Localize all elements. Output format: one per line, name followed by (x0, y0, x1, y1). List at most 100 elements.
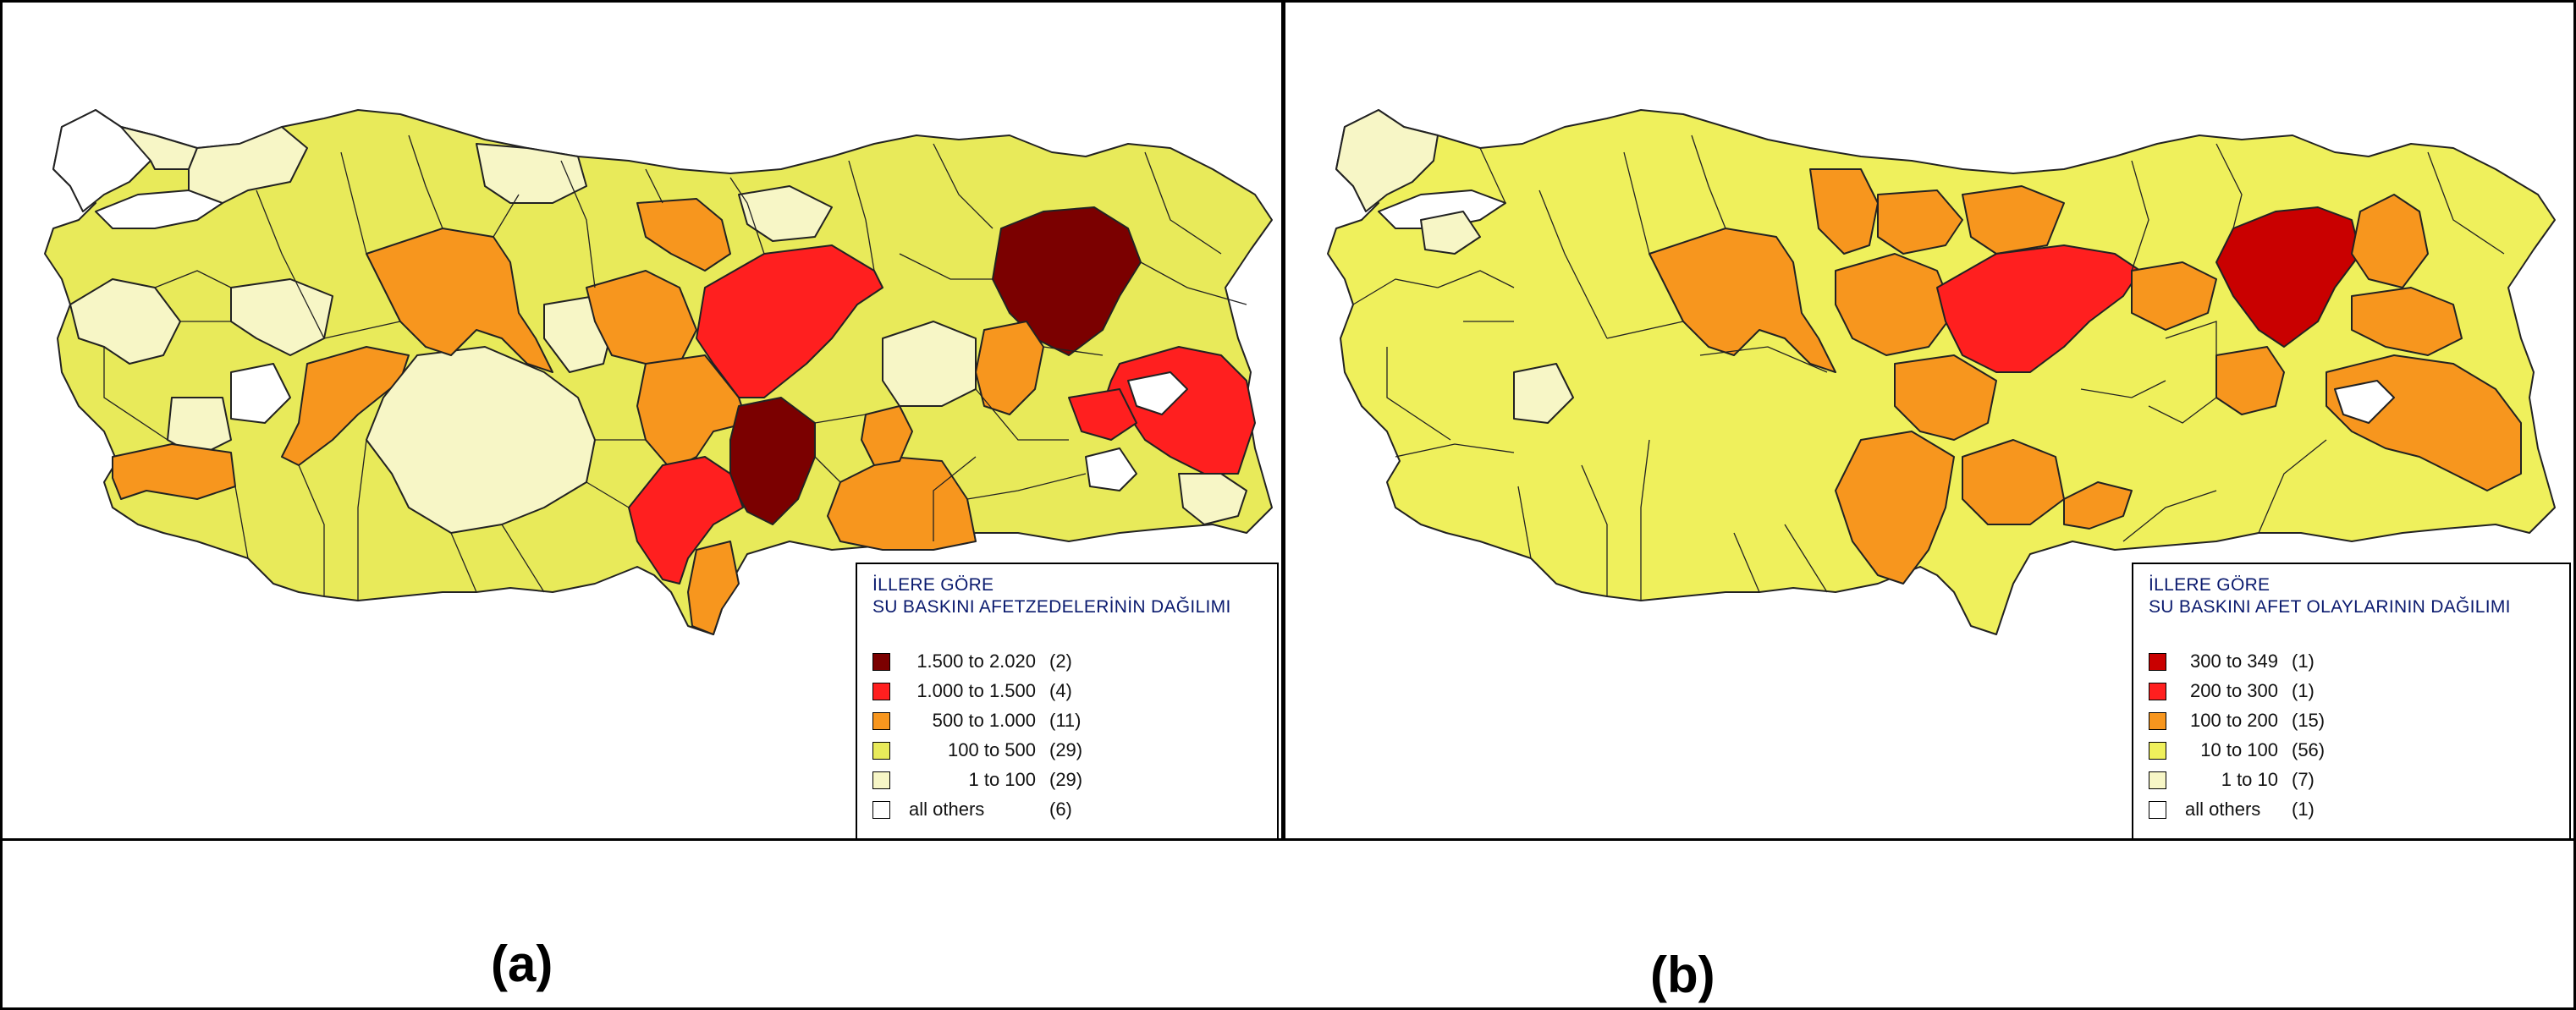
region-corum (1835, 253, 1955, 356)
legend-b-item: 10 to 100 (56) (2149, 739, 2325, 761)
legend-count: (7) (2292, 769, 2315, 790)
region-light-w2 (1420, 211, 1481, 255)
legend-count: (11) (1049, 710, 1082, 731)
region-kayseri (1894, 354, 1997, 441)
legend-b-item: 200 to 300 (1) (2149, 680, 2315, 702)
legend-a-item: all others (6) (872, 799, 1072, 821)
legend-count: (29) (1049, 769, 1083, 790)
legend-a-item: 1 to 100 (29) (872, 769, 1082, 791)
legend-a-title-line2: SU BASKINI AFETZEDELERİNİN DAĞILIMI (872, 597, 1231, 617)
legend-range: 1 to 10 (2221, 769, 2278, 790)
turkey-map-b (1327, 109, 2556, 635)
legend-range: 100 to 500 (948, 739, 1036, 760)
region-east-light (882, 321, 977, 407)
region-adana (1835, 431, 1955, 585)
lake-van (2334, 380, 2395, 424)
legend-b-item: all others (1) (2149, 799, 2315, 821)
panel-b-map: İLLERE GÖRE SU BASKINI AFET OLAYLARININ … (1285, 0, 2573, 840)
legend-count: (2) (1049, 650, 1072, 672)
region-ankara (366, 228, 553, 373)
lake-van (1127, 371, 1188, 415)
legend-swatch (872, 711, 890, 730)
region-urfa (827, 456, 977, 551)
region-afyon (281, 346, 410, 466)
region-erzincan (2131, 261, 2217, 331)
region-malatya (861, 405, 913, 466)
border-top (0, 0, 2576, 3)
region-ankara (1649, 228, 1836, 373)
legend-range: 10 to 100 (2200, 739, 2278, 760)
caption-b: (b) (1650, 947, 1715, 1003)
region-sivas (696, 244, 883, 398)
region-kastamonu (1809, 168, 1879, 255)
legend-swatch (872, 771, 890, 789)
legend-range: all others (2185, 799, 2261, 820)
region-adana (628, 456, 744, 585)
border-bottom (0, 1007, 2576, 1010)
region-w3 (230, 278, 333, 356)
region-light-w (1513, 363, 1574, 424)
legend-range: 1.500 to 2.020 (916, 650, 1036, 672)
region-sivas (1936, 244, 2141, 373)
legend-a-title-line1: İLLERE GÖRE (872, 575, 994, 595)
region-gaziantep (2063, 481, 2133, 530)
region-bingol (2215, 346, 2285, 415)
legend-b-item: 1 to 10 (7) (2149, 769, 2315, 791)
legend-swatch (2149, 711, 2166, 730)
region-erzurum (992, 206, 1142, 356)
region-kmaras (1962, 439, 2065, 525)
legend-swatch (2149, 771, 2166, 789)
legend-count: (56) (2292, 739, 2326, 760)
legend-a-item: 500 to 1.000 (11) (872, 710, 1082, 732)
region-thrace (1335, 109, 1439, 212)
legend-range: all others (909, 799, 985, 820)
border-right (2573, 0, 2576, 1010)
region-kayseri (636, 354, 748, 470)
legend-swatch (872, 682, 890, 700)
divider-horizontal (0, 838, 2576, 841)
legend-count: (29) (1049, 739, 1083, 760)
legend-swatch (2149, 800, 2166, 819)
legend-swatch (2149, 682, 2166, 700)
legend-swatch (872, 741, 890, 760)
legend-a-item: 1.000 to 1.500 (4) (872, 680, 1072, 702)
region-kastamonu (636, 198, 731, 272)
legend-b: İLLERE GÖRE SU BASKINI AFET OLAYLARININ … (2132, 563, 2571, 840)
region-hakkari (1178, 473, 1247, 525)
legend-count: (1) (2292, 680, 2315, 701)
legend-a: İLLERE GÖRE SU BASKINI AFETZEDELERİNİN D… (856, 563, 1279, 840)
region-sinop (1877, 189, 1963, 255)
region-hatay (687, 541, 740, 635)
legend-range: 1.000 to 1.500 (916, 680, 1036, 701)
legend-count: (15) (2292, 710, 2326, 731)
region-kmaras (729, 397, 816, 525)
region-erzurum (2215, 206, 2361, 348)
legend-swatch (2149, 652, 2166, 671)
legend-range: 300 to 349 (2190, 650, 2278, 672)
region-bingol (975, 321, 1044, 415)
border-left (0, 0, 3, 1010)
legend-count: (4) (1049, 680, 1072, 701)
region-w1 (188, 126, 308, 204)
turkey-map-a (44, 109, 1273, 635)
divider-vertical (1281, 0, 1285, 840)
legend-count: (6) (1049, 799, 1072, 820)
legend-range: 200 to 300 (2190, 680, 2278, 701)
legend-swatch (2149, 741, 2166, 760)
sea-marmara (95, 189, 223, 229)
legend-b-title-line2: SU BASKINI AFET OLAYLARININ DAĞILIMI (2149, 597, 2511, 617)
region-samsun (738, 185, 833, 242)
region-w4 (230, 363, 291, 424)
legend-swatch (872, 652, 890, 671)
legend-count: (1) (2292, 650, 2315, 672)
region-cn1 (476, 143, 587, 204)
legend-swatch (872, 800, 890, 819)
legend-a-item: 100 to 500 (29) (872, 739, 1082, 761)
legend-range: 100 to 200 (2190, 710, 2278, 731)
legend-a-item: 1.500 to 2.020 (2) (872, 650, 1072, 672)
legend-b-title-line1: İLLERE GÖRE (2149, 575, 2271, 595)
legend-range: 500 to 1.000 (932, 710, 1036, 731)
region-konya (366, 346, 596, 534)
legend-count: (1) (2292, 799, 2315, 820)
